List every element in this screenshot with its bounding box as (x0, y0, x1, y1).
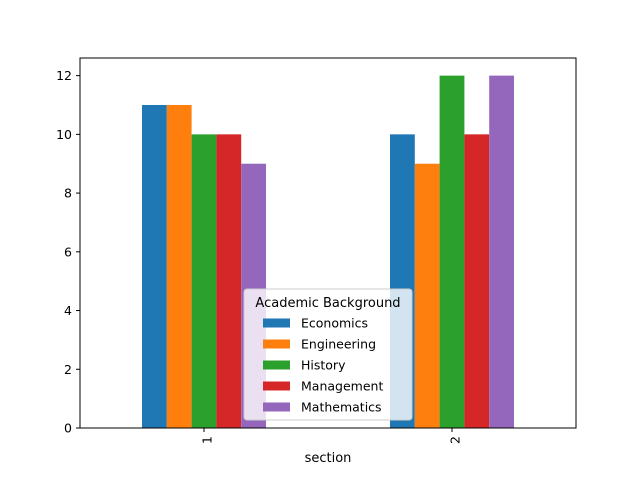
y-tick-label: 0 (64, 421, 72, 436)
y-tick-label: 6 (64, 244, 72, 259)
legend-label-mathematics: Mathematics (301, 400, 382, 415)
legend-label-management: Management (301, 379, 383, 394)
bar-management-section-1 (216, 134, 242, 428)
bar-engineering-section-1 (166, 104, 192, 428)
plot-frame (79, 57, 577, 429)
legend-label-economics: Economics (301, 316, 368, 331)
legend-label-engineering: Engineering (301, 337, 376, 352)
legend-label-history: History (301, 358, 346, 373)
x-tick-label: 2 (448, 436, 463, 444)
bar-engineering-section-2 (414, 163, 440, 428)
bar-history-section-2 (439, 75, 465, 428)
bar-history-section-1 (191, 134, 217, 428)
x-tick-label: 1 (200, 436, 215, 444)
y-tick-label: 12 (56, 68, 72, 83)
y-tick-label: 4 (64, 303, 72, 318)
legend-title: Academic Background (255, 296, 400, 311)
legend-entries: Economics Engineering History Management Mat… (263, 316, 383, 415)
legend-swatch-management (263, 381, 290, 391)
legend-swatch-mathematics (263, 402, 290, 412)
y-tick-label: 8 (64, 186, 72, 201)
legend-swatch-economics (263, 318, 290, 328)
y-tick-label: 2 (64, 362, 72, 377)
legend-swatch-history (263, 360, 290, 370)
bar-mathematics-section-2 (489, 75, 514, 428)
legend: Academic Background Economics Engineering… (243, 288, 413, 421)
bar-economics-section-1 (142, 104, 167, 428)
x-axis-label: section (305, 451, 352, 466)
y-axis: 0 2 4 6 8 10 12 (56, 68, 80, 436)
y-tick-label: 10 (56, 127, 72, 142)
bar-management-section-2 (464, 134, 490, 428)
legend-swatch-engineering (263, 339, 290, 349)
